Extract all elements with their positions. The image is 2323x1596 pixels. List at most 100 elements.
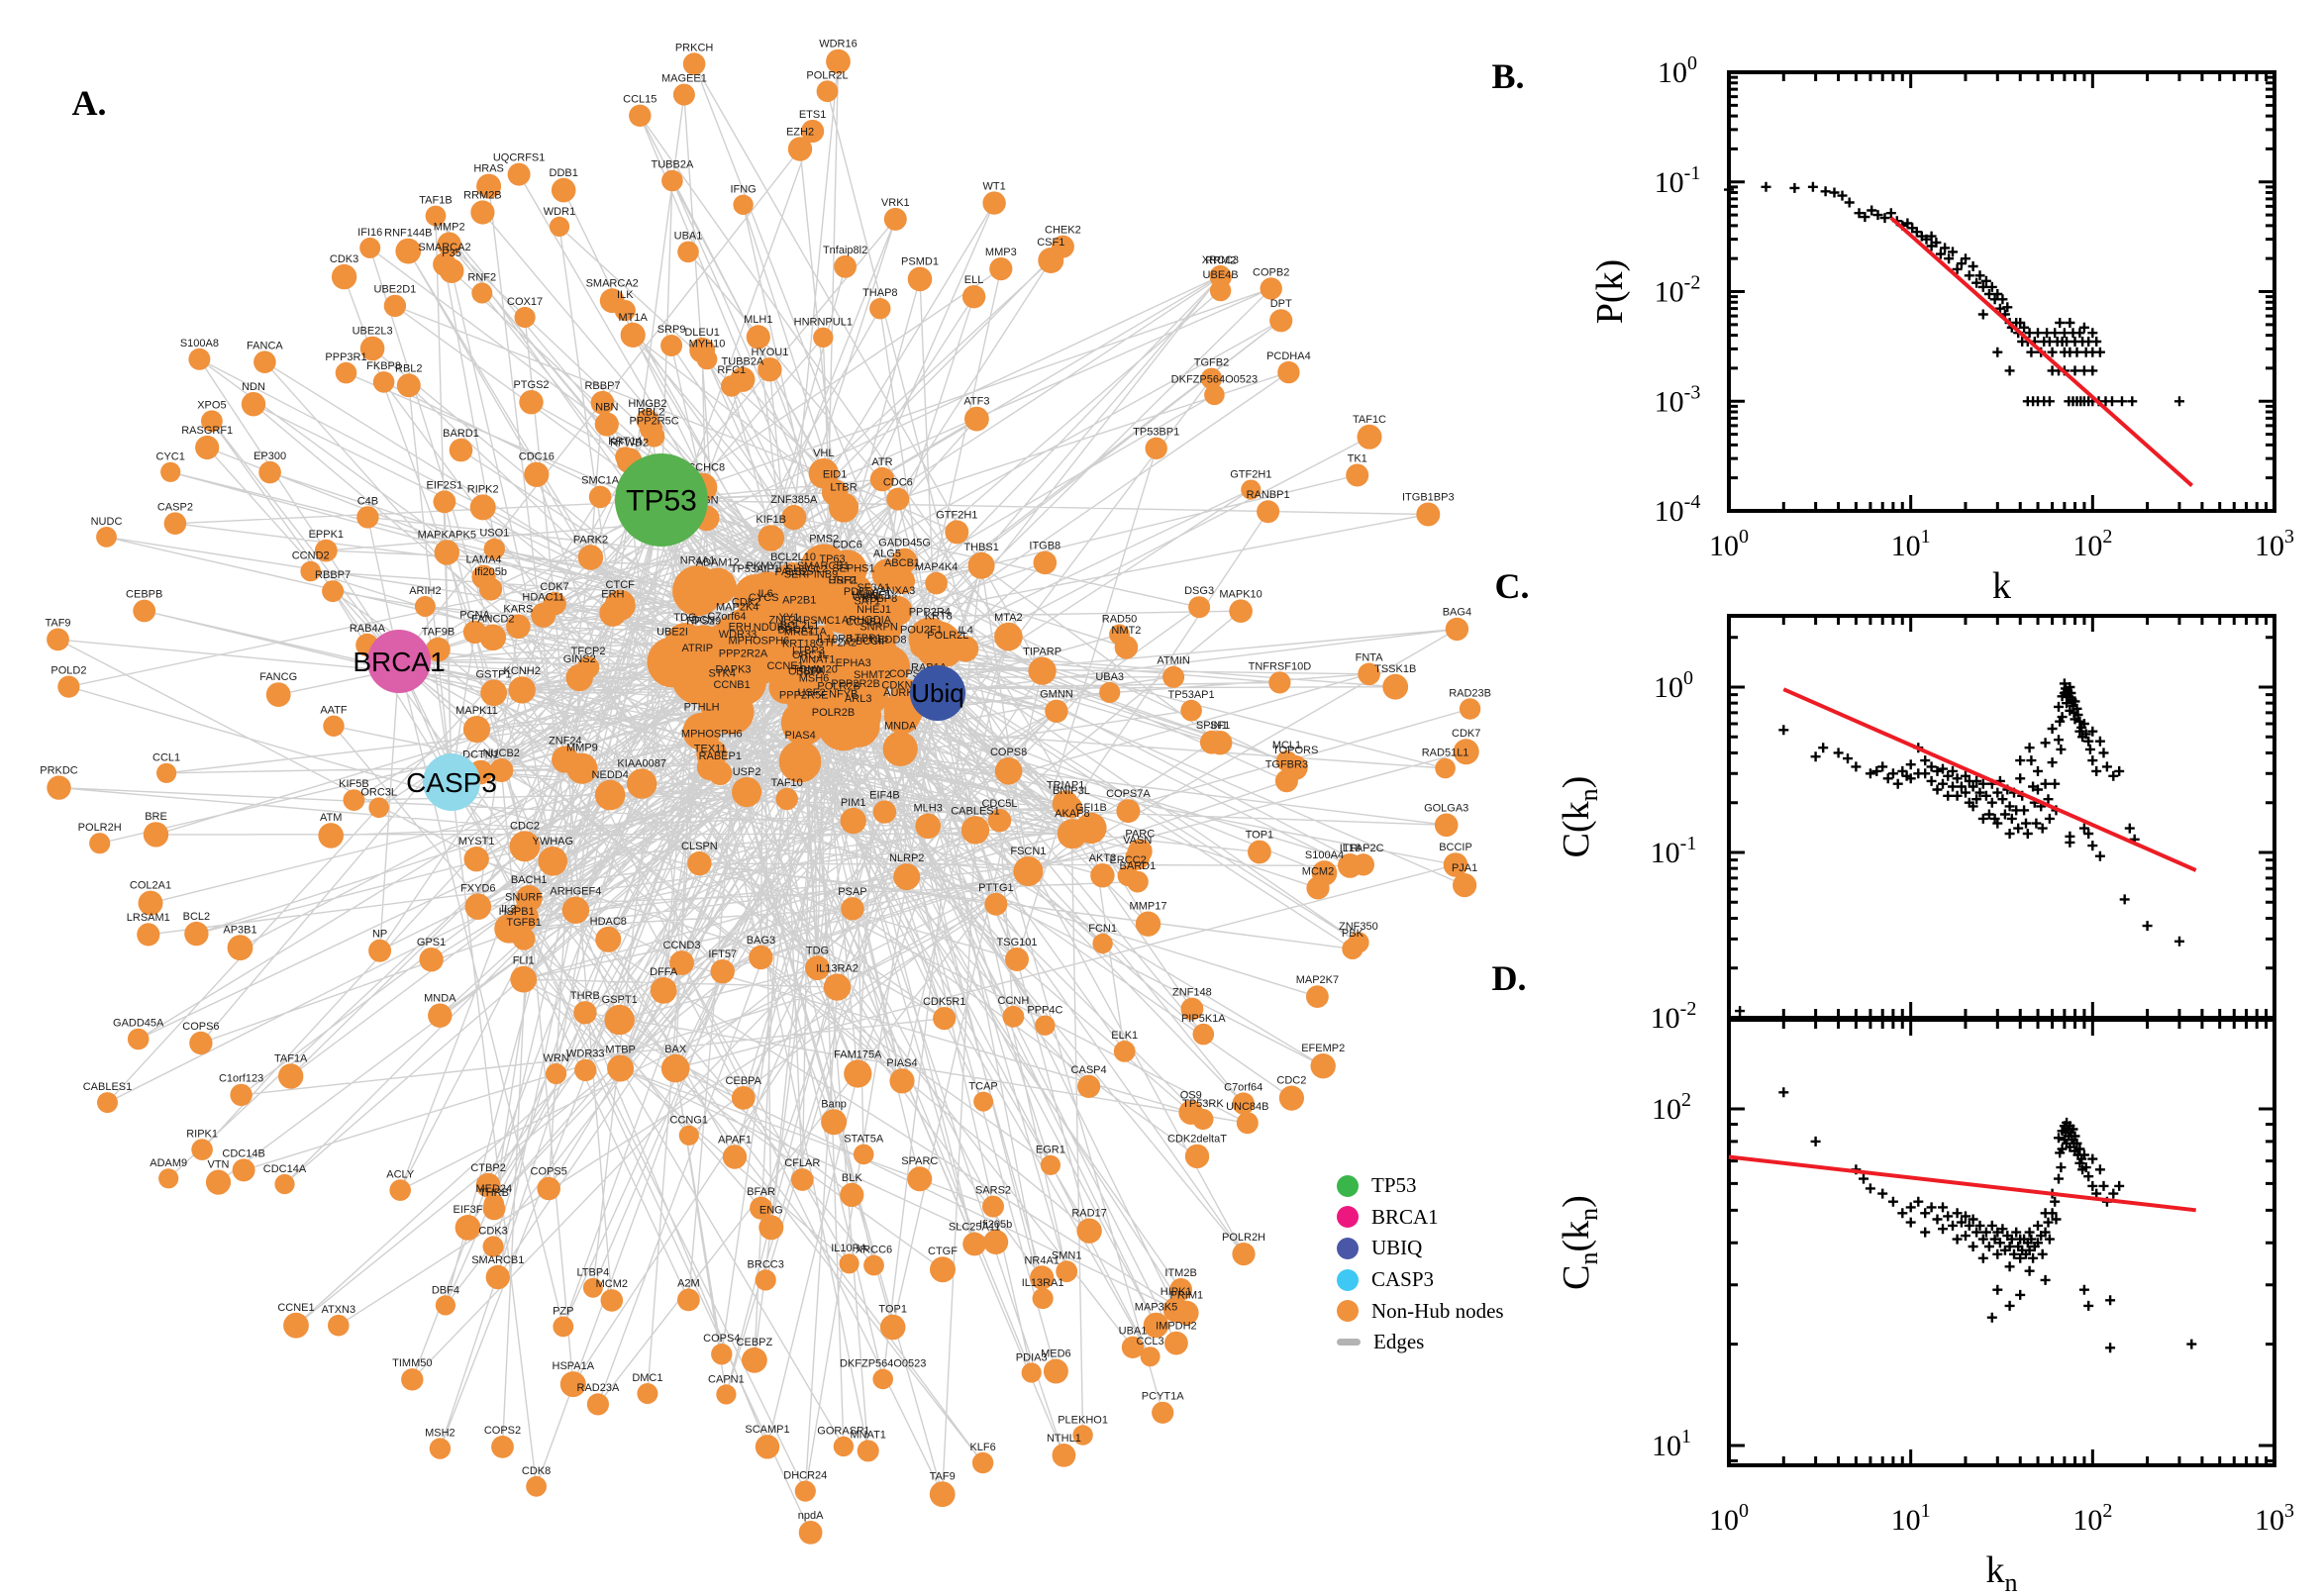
network-node [1033, 550, 1058, 575]
gene-label: PDIA3 [1016, 1351, 1048, 1363]
gene-label: POLR2B [812, 707, 855, 719]
gene-label: CCL15 [623, 94, 656, 106]
gene-label: IL18 [1340, 843, 1361, 854]
axis-ticks-C [1727, 616, 2276, 1020]
nonhub-swatch-icon [1337, 1300, 1359, 1323]
network-node [1204, 384, 1225, 406]
network-node [1248, 840, 1271, 864]
gene-label: SMC1A [581, 475, 620, 487]
network-node [1040, 1154, 1060, 1175]
gene-label: TAF9B [422, 627, 454, 639]
network-node [758, 357, 782, 382]
network-node [1152, 1401, 1174, 1424]
panel-label-c: C. [1494, 566, 1530, 606]
network-node [869, 298, 891, 320]
gene-label: THAP8 [862, 287, 897, 299]
network-node [512, 927, 536, 950]
plot-frame-B [1727, 70, 2276, 513]
gene-label: STAT5A [844, 1134, 884, 1146]
network-node [1127, 870, 1149, 893]
gene-label: ATMIN [1157, 655, 1189, 667]
network-node [300, 560, 322, 582]
gene-label: EPPK1 [309, 529, 344, 541]
network-node [582, 1277, 603, 1298]
gene-label: CEBPA [726, 1075, 762, 1087]
network-node [1184, 1144, 1210, 1169]
gene-label: DPT [1270, 298, 1292, 310]
network-node [274, 1173, 295, 1195]
edge-swatch-icon [1337, 1339, 1361, 1347]
gene-label: POU2F1 [900, 624, 943, 636]
legend-label: Edges [1373, 1330, 1425, 1354]
network-node [1435, 757, 1456, 779]
network-node [482, 1236, 504, 1257]
gene-label: TAF9 [930, 1470, 956, 1482]
gene-label: CDK2 [732, 597, 760, 609]
gene-label: LRSAM1 [127, 912, 170, 924]
network-node [241, 392, 266, 417]
gene-label: CDK2deltaT [1167, 1134, 1227, 1146]
gene-label: IL13RA2 [816, 962, 858, 974]
network-node [278, 1063, 304, 1089]
gene-label: EID1 [823, 468, 847, 480]
gene-label: PPP3R1 [325, 351, 366, 363]
gene-label: PCDHA4 [1266, 350, 1311, 362]
gene-label: PZP [553, 1306, 573, 1318]
gene-label: EPHA3 [836, 657, 871, 669]
network-node [1200, 367, 1223, 390]
network-node [1077, 1074, 1101, 1098]
network-node [637, 1383, 658, 1404]
gene-label: EIF4B [869, 789, 900, 801]
network-node [677, 241, 699, 263]
network-node [449, 438, 473, 462]
gene-label: XRCC3 [1202, 254, 1239, 266]
gene-label: FANCA [247, 340, 283, 351]
gene-label: PJA1 [1452, 862, 1477, 874]
gene-label: PIAS4 [785, 730, 816, 742]
gene-label: MNAT1 [799, 654, 835, 666]
gene-label: ERH [601, 589, 624, 601]
gene-label: GTF2A2 [816, 637, 858, 648]
legend-item-casp3: CASP3 [1337, 1264, 1504, 1296]
gene-label: EP300 [253, 450, 286, 462]
gene-label: FAM175A [834, 1048, 882, 1060]
gene-label: BRCA2 [777, 624, 814, 636]
gene-label: MTBP [605, 1045, 636, 1056]
gene-label: AP3B1 [223, 924, 256, 936]
gene-label: RFC1 [717, 364, 746, 376]
gene-label: POLR2L [806, 69, 848, 81]
network-node [156, 762, 177, 783]
gene-label: NLRP2 [889, 852, 924, 864]
gene-label: BCCIP [1439, 842, 1472, 853]
gene-label: COPB2 [1253, 266, 1289, 278]
network-node [1306, 985, 1329, 1008]
network-node [841, 897, 864, 921]
gene-label: TAF1B [419, 195, 452, 207]
gene-label: C7orf64 [707, 611, 746, 623]
gene-label: NEDD8 [869, 634, 906, 646]
gene-label: PCYT1A [1142, 1391, 1184, 1403]
network-node [716, 1384, 737, 1405]
network-node [1028, 656, 1057, 685]
gene-label: NFYB [829, 688, 858, 700]
network-node [933, 1007, 957, 1031]
gene-label: C7orf64 [1224, 1081, 1262, 1093]
gene-label: CDC16 [519, 451, 555, 463]
legend-label: BRCA1 [1371, 1204, 1439, 1229]
gene-label: SMARCA2 [418, 242, 470, 253]
gene-label: WDR16 [819, 39, 858, 50]
tick-label: 102 [1652, 1089, 1691, 1126]
gene-label: CAPN1 [708, 1373, 745, 1385]
network-node [696, 753, 724, 781]
network-node [434, 540, 459, 565]
network-node [889, 1068, 915, 1094]
network-node [677, 1288, 700, 1312]
gene-label: RABEP1 [699, 750, 742, 762]
gene-label: FCN1 [1088, 923, 1117, 935]
gene-label: MLH3 [914, 803, 943, 815]
network-node [396, 373, 421, 398]
gene-label: LAMA4 [465, 554, 501, 566]
gene-label: TCAP [968, 1081, 997, 1093]
network-node [973, 1091, 994, 1112]
gene-label: ITGB8 [1029, 541, 1060, 552]
